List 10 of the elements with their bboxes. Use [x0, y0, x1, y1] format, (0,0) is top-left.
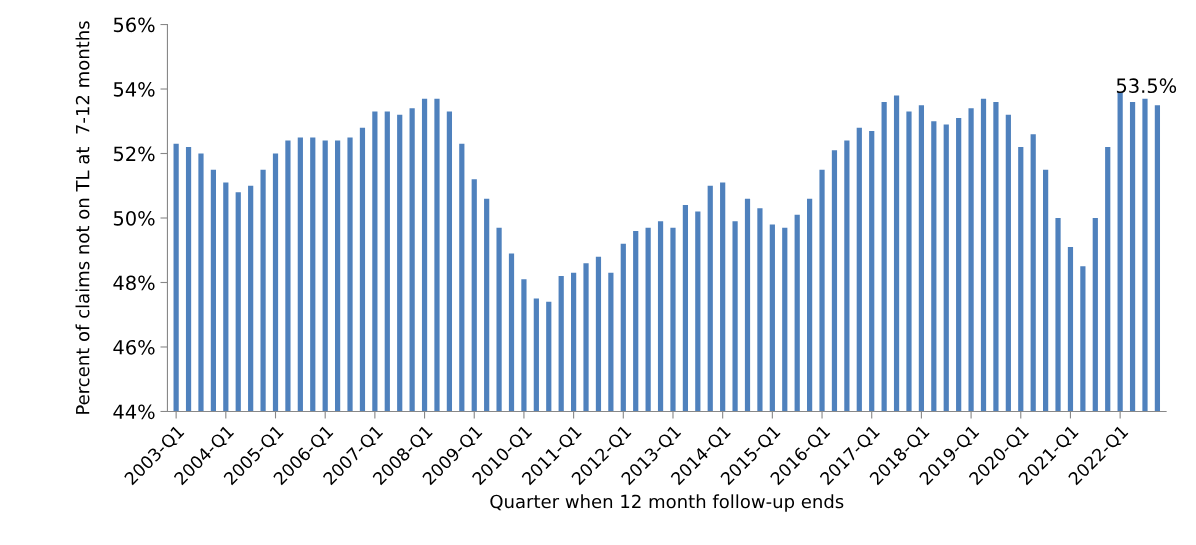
y-tick-label: 48% — [113, 275, 155, 291]
y-tick-label: 54% — [113, 81, 155, 97]
y-tick-label: 46% — [113, 339, 155, 355]
y-tick-label: 56% — [113, 17, 155, 33]
y-tick-label: 50% — [113, 210, 155, 226]
y-axis-title: Percent of claims not on TL at 7-12 months — [75, 21, 90, 414]
x-axis-title: Quarter when 12 month follow-up ends — [490, 494, 844, 512]
y-tick-label: 44% — [113, 404, 155, 420]
y-tick-label: 52% — [113, 146, 155, 162]
data-label: 53.5% — [1116, 78, 1177, 94]
